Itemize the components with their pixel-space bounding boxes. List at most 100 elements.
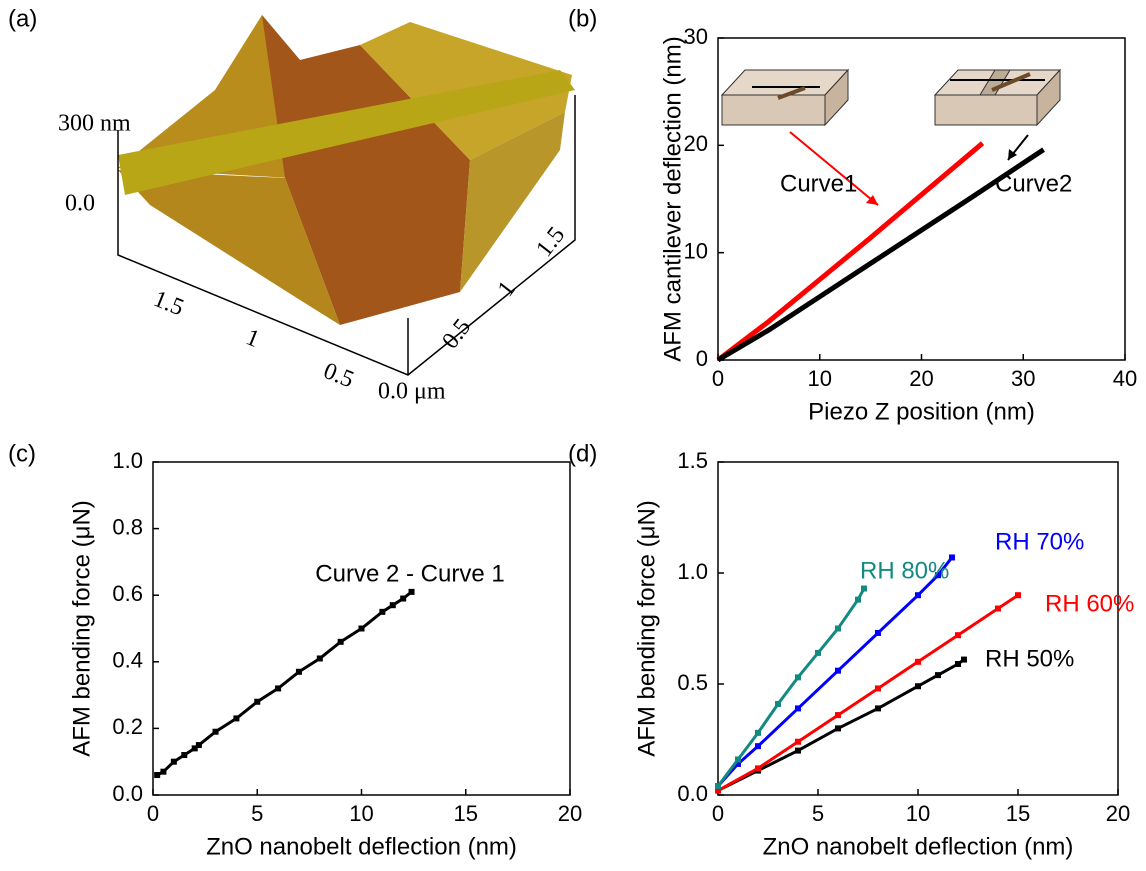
data-point bbox=[735, 760, 741, 767]
z-tick-label: 300 nm bbox=[58, 111, 131, 137]
y-tick-label: 1.0 bbox=[112, 448, 143, 473]
x-tick-label: 1.5 bbox=[150, 286, 188, 321]
data-point bbox=[795, 705, 801, 712]
data-point bbox=[915, 592, 921, 599]
data-point bbox=[875, 685, 881, 692]
data-point bbox=[275, 685, 282, 692]
origin-label: 0.0 μm bbox=[378, 379, 446, 405]
x-tick-label: 15 bbox=[1006, 801, 1030, 826]
y-tick-label: 0.2 bbox=[112, 714, 143, 739]
data-point bbox=[191, 745, 198, 752]
data-point bbox=[949, 554, 955, 561]
nanobelt bbox=[118, 70, 575, 195]
panel-label: (b) bbox=[568, 5, 597, 32]
data-point bbox=[233, 715, 240, 722]
data-point bbox=[170, 758, 177, 765]
data-point bbox=[715, 787, 721, 794]
series-label: RH 60% bbox=[1045, 590, 1134, 617]
data-point bbox=[875, 629, 881, 636]
x-axis-label: Piezo Z position (nm) bbox=[808, 398, 1035, 425]
x-axis-label: ZnO nanobelt deflection (nm) bbox=[206, 833, 517, 860]
data-point bbox=[755, 765, 761, 772]
y-tick-label: 0 bbox=[696, 346, 708, 371]
series-trace bbox=[717, 593, 1019, 792]
y-tick-label: 1.5 bbox=[531, 222, 570, 262]
inset bbox=[720, 68, 1062, 206]
data-line bbox=[716, 147, 1045, 363]
data-point bbox=[181, 752, 188, 759]
data-point bbox=[295, 668, 302, 675]
data-point bbox=[195, 742, 202, 749]
y-tick-label: 0.0 bbox=[677, 781, 708, 806]
x-tick-label: 1 bbox=[242, 324, 263, 353]
x-tick-label: 40 bbox=[1113, 366, 1137, 391]
data-point bbox=[835, 712, 841, 719]
data-point bbox=[795, 747, 801, 754]
surface-front bbox=[118, 170, 340, 325]
data-point bbox=[861, 585, 867, 592]
data-point bbox=[775, 700, 781, 707]
x-tick-label: 0.5 bbox=[320, 358, 358, 393]
y-axis-label: AFM cantilever deflection (nm) bbox=[659, 36, 686, 361]
data-point bbox=[835, 625, 841, 632]
data-point bbox=[815, 649, 821, 656]
y-tick-label: 20 bbox=[684, 131, 708, 156]
data-point bbox=[160, 768, 167, 775]
x-tick-label: 5 bbox=[251, 801, 263, 826]
data-point bbox=[379, 608, 386, 615]
y-tick-label: 0.8 bbox=[112, 514, 143, 539]
data-point bbox=[935, 572, 941, 579]
series-label: RH 70% bbox=[995, 528, 1084, 555]
afm-surface bbox=[117, 15, 576, 376]
data-point bbox=[795, 674, 801, 681]
data-point bbox=[875, 705, 881, 712]
data-point bbox=[835, 667, 841, 674]
data-point bbox=[955, 632, 961, 639]
data-point bbox=[316, 655, 323, 662]
panel-label: (d) bbox=[568, 440, 597, 467]
y-tick-label: 30 bbox=[684, 24, 708, 49]
x-tick-label: 10 bbox=[808, 366, 832, 391]
data-line bbox=[716, 141, 985, 362]
data-point bbox=[995, 605, 1001, 612]
data-point bbox=[212, 728, 219, 735]
data-point bbox=[855, 596, 861, 603]
x-tick-label: 0 bbox=[712, 801, 724, 826]
data-point bbox=[1015, 592, 1021, 599]
x-tick-label: 10 bbox=[349, 801, 373, 826]
x-tick-label: 5 bbox=[812, 801, 824, 826]
data-point bbox=[715, 783, 721, 790]
x-tick-label: 15 bbox=[454, 801, 478, 826]
series-label: Curve2 bbox=[995, 170, 1072, 197]
data-point bbox=[254, 698, 261, 705]
x-tick-label: 20 bbox=[1106, 801, 1130, 826]
data-point bbox=[755, 743, 761, 750]
data-point bbox=[795, 738, 801, 745]
x-tick-label: 0 bbox=[147, 801, 159, 826]
data-point bbox=[154, 772, 161, 779]
series-label: RH 80% bbox=[860, 557, 949, 584]
data-point bbox=[389, 602, 396, 609]
y-tick-label: 0.6 bbox=[112, 581, 143, 606]
annotation: Curve 2 - Curve 1 bbox=[315, 560, 504, 587]
x-tick-label: 20 bbox=[909, 366, 933, 391]
data-point bbox=[915, 683, 921, 690]
data-point bbox=[358, 625, 365, 632]
data-point bbox=[915, 658, 921, 665]
data-point bbox=[408, 588, 415, 595]
y-tick-label: 1.0 bbox=[677, 559, 708, 584]
x-axis-label: ZnO nanobelt deflection (nm) bbox=[763, 833, 1074, 860]
data-point bbox=[955, 661, 961, 668]
data-point bbox=[935, 672, 941, 679]
series-label: RH 50% bbox=[985, 645, 1074, 672]
surface-front-right bbox=[460, 112, 565, 292]
y-tick-label: 0.5 bbox=[437, 314, 476, 354]
data-point bbox=[835, 725, 841, 732]
x-tick-label: 0 bbox=[712, 366, 724, 391]
y-tick-label: 0.0 bbox=[112, 781, 143, 806]
data-point bbox=[400, 595, 407, 602]
z-tick-label: 0.0 bbox=[65, 191, 95, 217]
plot-frame bbox=[717, 461, 1119, 796]
y-axis-label: AFM bending force (μN) bbox=[633, 500, 660, 757]
